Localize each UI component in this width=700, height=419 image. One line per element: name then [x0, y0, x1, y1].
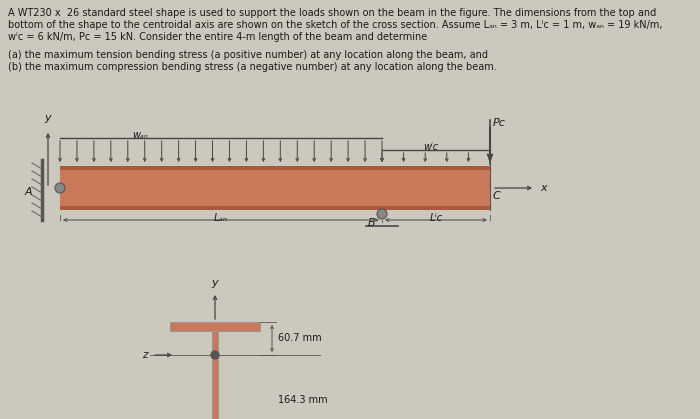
- Text: x: x: [540, 183, 547, 193]
- Bar: [60, 166, 490, 210]
- Bar: [212, 331, 218, 419]
- Text: A: A: [25, 187, 32, 197]
- Text: (a) the maximum tension bending stress (a positive number) at any location along: (a) the maximum tension bending stress (…: [8, 50, 488, 60]
- Text: B: B: [368, 218, 376, 228]
- Text: y: y: [211, 278, 218, 288]
- Text: bottom of the shape to the centroidal axis are shown on the sketch of the cross : bottom of the shape to the centroidal ax…: [8, 20, 662, 30]
- Text: Pᴄ: Pᴄ: [493, 118, 506, 128]
- Circle shape: [55, 183, 65, 193]
- Text: A WT230 x  26 standard steel shape is used to support the loads shown on the bea: A WT230 x 26 standard steel shape is use…: [8, 8, 657, 18]
- Circle shape: [377, 209, 387, 219]
- Text: (b) the maximum compression bending stress (a negative number) at any location a: (b) the maximum compression bending stre…: [8, 62, 497, 72]
- Bar: [60, 166, 490, 170]
- Text: z: z: [143, 350, 148, 360]
- Text: Lⁱc: Lⁱc: [429, 213, 442, 223]
- Text: Lₐₙ: Lₐₙ: [214, 213, 228, 223]
- Text: C: C: [493, 191, 500, 201]
- Text: 164.3 mm: 164.3 mm: [278, 395, 328, 405]
- Circle shape: [211, 351, 219, 359]
- Text: wₐₙ: wₐₙ: [132, 130, 148, 140]
- Bar: [170, 322, 260, 331]
- Text: y: y: [45, 113, 51, 123]
- Text: 60.7 mm: 60.7 mm: [278, 333, 321, 343]
- Text: wⁱc: wⁱc: [423, 142, 438, 152]
- Text: wⁱc = 6 kN/m, Pᴄ = 15 kN. Consider the entire 4-m length of the beam and determi: wⁱc = 6 kN/m, Pᴄ = 15 kN. Consider the e…: [8, 32, 427, 42]
- Bar: [60, 206, 490, 210]
